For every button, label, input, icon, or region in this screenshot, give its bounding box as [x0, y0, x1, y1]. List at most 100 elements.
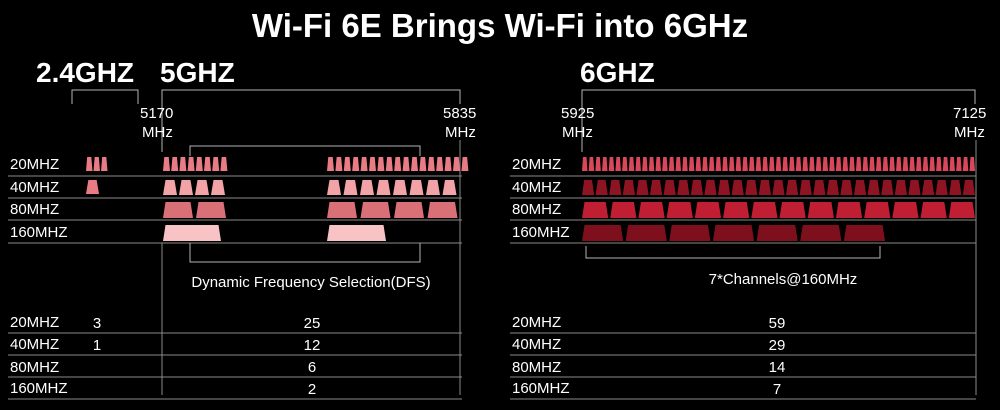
channel-5-20: [360, 157, 368, 171]
channel-5-40: [409, 180, 424, 195]
channel-5-20: [419, 157, 427, 171]
channel-6-80: [779, 202, 806, 218]
channel-6-20: [929, 157, 935, 171]
channel-5-20: [427, 157, 435, 171]
count-6-80: 14: [769, 359, 786, 376]
channel-6-20: [708, 157, 715, 171]
ch160-bracket: [585, 246, 881, 259]
channel-6-80: [610, 202, 637, 218]
ch160-label: 7*Channels@160MHz: [709, 271, 858, 288]
channel-6-20: [675, 157, 682, 171]
channel-5-40: [211, 180, 225, 195]
channel-6-20: [688, 157, 695, 171]
freq-5925: 5925: [561, 105, 594, 122]
channel-6-20: [635, 157, 641, 171]
channel-6-20: [849, 157, 855, 171]
row-label-80-left: 80MHZ: [10, 201, 59, 218]
channel-6-20: [909, 157, 915, 171]
channel-6-40: [949, 180, 962, 195]
band-label-5ghz: 5GHZ: [160, 57, 235, 88]
freq-5835-unit: MHz: [445, 124, 476, 141]
channel-5-80: [427, 202, 458, 218]
channel-6-160: [582, 225, 624, 241]
channel-6-20: [662, 157, 668, 171]
channel-6-20: [582, 157, 588, 171]
channel-5-20: [352, 157, 360, 171]
channel-6-40: [704, 180, 717, 195]
channel-6-40: [786, 180, 799, 195]
channel-5-20: [187, 157, 195, 171]
row-label-20-left: 20MHZ: [10, 156, 59, 173]
row-label-40-left: 40MHZ: [10, 179, 59, 196]
channel-6-80: [920, 202, 947, 218]
channel-5-20: [461, 157, 469, 171]
channel-6-40: [718, 180, 731, 195]
channel-6-40: [677, 180, 690, 195]
channel-6-80: [582, 202, 609, 218]
channel-6-20: [702, 157, 708, 171]
freq-5170: 5170: [140, 105, 173, 122]
channel-6-40: [731, 180, 744, 195]
channel-6-20: [835, 157, 842, 171]
channel-6-40: [867, 180, 880, 195]
channel-6-20: [869, 157, 875, 171]
channel-6-20: [608, 157, 615, 171]
channel-6-160: [800, 225, 842, 241]
channel-6-20: [642, 157, 648, 171]
channel-6-20: [742, 157, 748, 171]
channel-6-40: [650, 180, 663, 195]
count-row-label-80-left: 80MHZ: [10, 359, 59, 376]
range-6ghz: [581, 89, 976, 152]
channel-6-20: [949, 157, 955, 171]
channel-5-40: [179, 180, 193, 195]
channel-6-80: [694, 202, 722, 218]
channel-5-80: [163, 202, 193, 218]
channel-6-80: [892, 202, 919, 218]
channel-6-20: [769, 157, 775, 171]
channel-6-20: [775, 157, 782, 171]
channel-6-40: [799, 180, 812, 195]
channel-6-20: [648, 157, 655, 171]
channel-6-20: [588, 157, 595, 171]
channel-5-20: [220, 157, 228, 171]
channel-6-20: [822, 157, 829, 171]
channel-6-40: [772, 180, 785, 195]
channel-6-40: [826, 180, 839, 195]
channel-5-20: [377, 157, 385, 171]
count-5-160: 2: [308, 381, 316, 398]
band-label-2-4ghz: 2.4GHZ: [36, 57, 134, 88]
channel-5-20: [204, 157, 211, 171]
channel-5-20: [195, 157, 203, 171]
count-5-20: 25: [304, 315, 321, 332]
channel-5-20: [453, 157, 460, 171]
channel-5-20: [385, 157, 393, 171]
channel-5-20: [394, 157, 402, 171]
freq-5835: 5835: [443, 105, 476, 122]
channel-6-40: [663, 180, 676, 195]
channel-5-40: [360, 180, 374, 195]
channel-6-40: [595, 180, 608, 195]
channel-6-80: [807, 202, 834, 218]
dfs-label: Dynamic Frequency Selection(DFS): [191, 274, 430, 291]
channel-6-40: [962, 180, 975, 195]
channel-6-80: [948, 202, 975, 218]
channel-5-20: [171, 157, 179, 171]
count-row-label-20-right: 20MHZ: [512, 314, 561, 331]
row-label-160-right: 160MHZ: [512, 224, 570, 241]
count-6-40: 29: [769, 337, 786, 354]
channel-6-160: [712, 225, 755, 241]
channel-6-20: [782, 157, 788, 171]
count-row-label-40-right: 40MHZ: [512, 336, 561, 353]
channel-5-40: [442, 180, 457, 195]
channel-5-40: [195, 180, 209, 195]
channel-6-20: [829, 157, 835, 171]
channel-6-20: [762, 157, 768, 171]
count-24-20: 3: [93, 315, 101, 332]
channel-6-20: [789, 157, 795, 171]
channel-6-20: [896, 157, 902, 171]
channel-5-20: [163, 157, 170, 171]
channel-6-20: [668, 157, 675, 171]
count-6-160: 7: [773, 381, 781, 398]
channel-5-40: [163, 180, 177, 195]
